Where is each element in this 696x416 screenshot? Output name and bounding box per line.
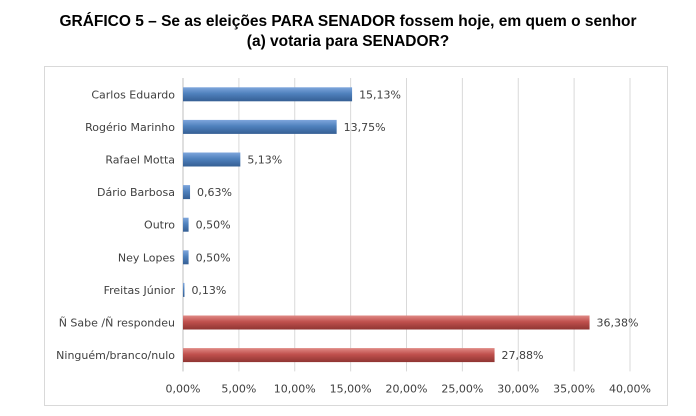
data-label: 0,13%	[191, 284, 226, 297]
bar	[183, 119, 337, 134]
chart-title-line-2: (a) votaria para SENADOR?	[246, 33, 450, 50]
category-label: Ney Lopes	[118, 251, 175, 264]
data-label: 0,63%	[197, 186, 232, 199]
data-label: 5,13%	[247, 154, 282, 167]
category-label: Freitas Júnior	[104, 284, 176, 297]
bar	[183, 282, 185, 297]
category-label: Outro	[144, 219, 175, 232]
category-label: Dário Barbosa	[97, 186, 175, 199]
chart-title: GRÁFICO 5 – Se as eleições PARA SENADOR …	[0, 12, 696, 52]
category-label: Ninguém/branco/nulo	[56, 349, 175, 362]
x-tick-label: 40,00%	[609, 382, 651, 395]
bar	[183, 185, 191, 200]
data-label: 0,50%	[196, 219, 231, 232]
category-label: Carlos Eduardo	[91, 88, 175, 101]
chart-title-line-1: GRÁFICO 5 – Se as eleições PARA SENADOR …	[59, 13, 637, 30]
bar	[183, 152, 241, 167]
data-label: 27,88%	[502, 349, 544, 362]
bar	[183, 87, 353, 102]
category-label: Ñ Sabe /Ñ respondeu	[59, 317, 175, 330]
bar	[183, 250, 189, 265]
bar	[183, 348, 495, 363]
category-label: Rogério Marinho	[85, 121, 175, 134]
x-tick-label: 5,00%	[221, 382, 256, 395]
data-label: 15,13%	[359, 88, 401, 101]
x-tick-label: 20,00%	[386, 382, 428, 395]
x-tick-label: 30,00%	[497, 382, 539, 395]
data-label: 36,38%	[597, 317, 639, 330]
x-tick-label: 10,00%	[274, 382, 316, 395]
x-tick-label: 35,00%	[553, 382, 595, 395]
x-tick-label: 15,00%	[330, 382, 372, 395]
bar	[183, 315, 590, 330]
x-tick-label: 0,00%	[166, 382, 201, 395]
data-label: 13,75%	[344, 121, 386, 134]
x-tick-label: 25,00%	[441, 382, 483, 395]
bar	[183, 217, 189, 232]
category-label: Rafael Motta	[105, 154, 175, 167]
data-label: 0,50%	[196, 251, 231, 264]
